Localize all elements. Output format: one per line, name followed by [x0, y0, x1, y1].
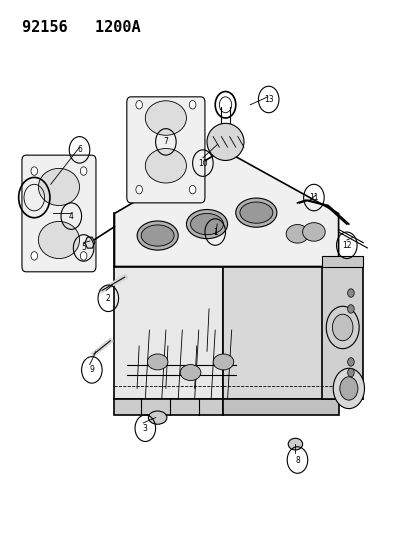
Polygon shape: [223, 266, 338, 399]
Ellipse shape: [38, 221, 79, 259]
Ellipse shape: [239, 202, 272, 223]
Ellipse shape: [235, 198, 276, 227]
Ellipse shape: [190, 214, 223, 235]
Text: 8: 8: [294, 456, 299, 465]
Ellipse shape: [213, 354, 233, 370]
Ellipse shape: [285, 224, 308, 243]
Ellipse shape: [302, 223, 325, 241]
Circle shape: [135, 101, 142, 109]
Text: 13: 13: [263, 95, 273, 104]
Circle shape: [31, 252, 38, 260]
Ellipse shape: [137, 221, 178, 250]
Text: 4: 4: [69, 212, 74, 221]
Ellipse shape: [287, 438, 302, 450]
Circle shape: [347, 305, 354, 313]
Polygon shape: [85, 237, 95, 248]
Text: 9: 9: [89, 366, 94, 374]
Ellipse shape: [38, 168, 79, 206]
Text: 3: 3: [142, 424, 147, 433]
Circle shape: [31, 167, 38, 175]
Polygon shape: [114, 266, 223, 399]
Ellipse shape: [180, 365, 200, 381]
Circle shape: [332, 368, 363, 409]
Ellipse shape: [145, 101, 186, 135]
Polygon shape: [114, 399, 223, 415]
Ellipse shape: [147, 354, 168, 370]
Text: 10: 10: [197, 159, 207, 167]
Polygon shape: [321, 256, 362, 266]
FancyBboxPatch shape: [22, 155, 96, 272]
Circle shape: [347, 368, 354, 377]
Circle shape: [347, 358, 354, 366]
Circle shape: [189, 185, 195, 194]
Circle shape: [347, 289, 354, 297]
Text: 92156   1200A: 92156 1200A: [22, 20, 140, 35]
Polygon shape: [114, 150, 338, 266]
Text: 2: 2: [106, 294, 110, 303]
Circle shape: [332, 314, 352, 341]
Text: 7: 7: [163, 138, 168, 147]
Text: 1: 1: [212, 228, 217, 237]
Ellipse shape: [186, 209, 227, 239]
Ellipse shape: [148, 411, 166, 424]
Ellipse shape: [145, 149, 186, 183]
Text: 12: 12: [341, 241, 351, 250]
Polygon shape: [223, 399, 338, 415]
Circle shape: [80, 252, 87, 260]
Circle shape: [189, 101, 195, 109]
Circle shape: [135, 185, 142, 194]
Circle shape: [80, 167, 87, 175]
Text: 11: 11: [309, 193, 318, 202]
Circle shape: [339, 377, 357, 400]
Text: 6: 6: [77, 146, 82, 155]
Polygon shape: [321, 266, 362, 399]
Ellipse shape: [206, 123, 243, 160]
Ellipse shape: [141, 225, 174, 246]
FancyBboxPatch shape: [126, 97, 204, 203]
Text: 5: 5: [81, 244, 86, 253]
